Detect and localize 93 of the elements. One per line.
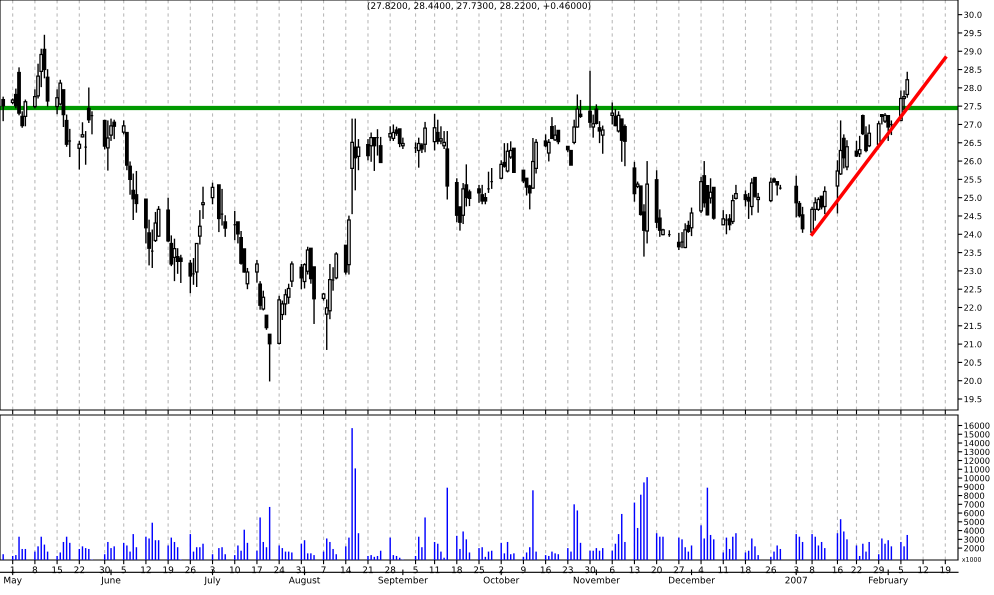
candlestick (201, 186, 205, 220)
candlestick (77, 140, 82, 170)
y-tick-label: 5000 (964, 518, 984, 526)
y-tick-label: 30.0 (964, 12, 982, 18)
y-tick-label: 19.5 (964, 396, 982, 402)
y-tick-label: 23.0 (964, 268, 982, 274)
y-tick-label: 11000 (964, 466, 990, 473)
y-tick-label: 10000 (964, 475, 990, 482)
candlestick (258, 280, 262, 310)
y-tick-label: 9000 (964, 484, 984, 490)
x2-tick-label: June (100, 576, 120, 586)
candlestick (822, 186, 827, 215)
x-tick-label: 19 (940, 566, 950, 574)
candlestick (546, 138, 551, 162)
candlestick (886, 114, 890, 142)
y-tick-label: 28.0 (964, 84, 982, 92)
candlestick (356, 138, 360, 171)
x2-tick-label: December (669, 576, 715, 584)
chart-title: (27.8200, 28.4400, 27.7300, 28.2200, +0.46000) (368, 2, 590, 10)
candlestick (550, 116, 554, 140)
candlestick (794, 175, 798, 218)
candlestick (683, 222, 688, 249)
y-tick-label: 15000 (964, 431, 990, 438)
y-tick-label: 14000 (964, 440, 990, 446)
candlestick (172, 238, 176, 282)
candlestick (883, 112, 887, 124)
candlestick (690, 206, 694, 237)
candlestick (569, 150, 573, 166)
candlestick (423, 121, 427, 153)
candlestick (106, 120, 110, 172)
y-tick-label: 21.0 (964, 341, 982, 348)
x-tick-label: 15 (52, 566, 62, 574)
y-tick-label: 29.5 (964, 30, 982, 36)
y-tick-label: 12000 (964, 458, 990, 464)
x2-tick-label: November (574, 576, 620, 584)
y-tick-label: 24.5 (964, 212, 982, 220)
y-tick-label: 25.5 (964, 176, 982, 183)
candlestick (553, 124, 558, 142)
candlestick (255, 259, 259, 284)
candlestick (432, 113, 436, 152)
x-tick-label: 25 (474, 566, 484, 574)
candlestick (398, 128, 402, 148)
y-tick-label: 26.0 (964, 158, 982, 164)
y-tick-label: 25.0 (964, 194, 982, 201)
y-tick-label: 22.0 (964, 304, 982, 311)
x2-tick-label: September (378, 576, 428, 586)
y-tick-label: 21.5 (964, 322, 982, 330)
x2-tick-label: July (204, 576, 220, 586)
y-tick-label: 29.0 (964, 48, 982, 55)
candlestick (858, 135, 862, 158)
x-tick-label: 4 (698, 566, 704, 574)
y-tick-label: 7000 (964, 501, 984, 508)
candlestick (506, 142, 510, 174)
candlestick (600, 124, 605, 154)
y-tick-label: 20.5 (964, 359, 982, 366)
candlestick (768, 176, 773, 203)
candlestick (210, 182, 214, 205)
candlestick (391, 124, 396, 142)
x2-tick-label: February (869, 576, 908, 586)
y-tick-label: 23.5 (964, 250, 982, 256)
candlestick (610, 102, 614, 126)
y-tick-label: 26.5 (964, 140, 982, 146)
y-tick-label: 20.0 (964, 378, 982, 384)
candlestick (676, 232, 681, 251)
candlestick (188, 259, 192, 294)
candlestick (854, 140, 858, 158)
candlestick (264, 314, 268, 331)
y-tick-label: 6000 (964, 510, 984, 516)
candlestick (112, 119, 116, 140)
x2-tick-label: August (288, 576, 320, 586)
y-tick-label: 3000 (964, 536, 984, 543)
y-tick-label: 16000 (964, 422, 990, 429)
candlestick (480, 184, 484, 205)
x2-tick-label: May (4, 576, 22, 586)
y-tick-label: 22.5 (964, 286, 982, 292)
candlestick (23, 98, 28, 127)
y-tick-label: 4000 (964, 528, 984, 534)
x-tick-label: 5 (898, 566, 903, 574)
y-tick-label: 13000 (964, 448, 990, 456)
x2-tick-label: 2007 (785, 576, 807, 584)
y-tick-label: 27.5 (964, 103, 982, 110)
candlestick (268, 334, 272, 382)
candlestick (522, 170, 526, 184)
y-tick-label: 24.0 (964, 231, 982, 238)
y-tick-label: 2000 (964, 545, 984, 552)
y-tick-label: 8000 (964, 492, 984, 499)
x-tick-label: 19 (163, 566, 174, 574)
y-tick-label: 27.0 (964, 121, 982, 128)
candlestick (775, 180, 780, 196)
x2-tick-label: October (484, 576, 520, 584)
candlestick (477, 184, 481, 204)
x-tick-label: 14 (341, 566, 352, 574)
y-tick-label: 28.5 (964, 66, 982, 73)
